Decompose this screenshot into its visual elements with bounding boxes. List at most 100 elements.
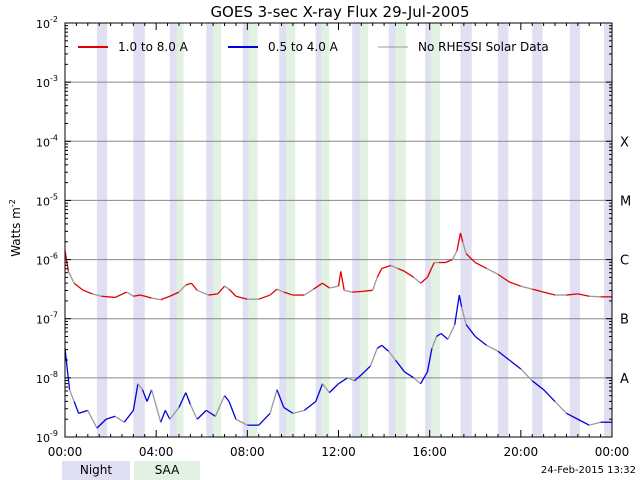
- flare-class-a: A: [620, 372, 629, 387]
- orbit-bands: [96, 23, 612, 437]
- series-segment: [146, 389, 153, 402]
- series-segment: [322, 383, 330, 394]
- series-segment: [447, 324, 456, 340]
- series-segment: [376, 268, 383, 278]
- saa-legend-label: SAA: [154, 463, 180, 477]
- series-segment: [381, 344, 390, 352]
- series-segment: [354, 374, 362, 382]
- series-segment: [185, 282, 192, 286]
- series-segment: [178, 284, 187, 293]
- series-segment: [114, 291, 127, 299]
- series-segment: [465, 253, 476, 263]
- series-segment: [169, 291, 180, 297]
- series-segment: [64, 250, 70, 272]
- series-segment: [235, 295, 248, 300]
- night-band: [206, 23, 217, 437]
- series-segment: [458, 294, 463, 308]
- night-band: [388, 23, 399, 437]
- series-segment: [394, 359, 406, 373]
- y-tick-exponent: -9: [50, 429, 58, 438]
- series-segment: [361, 289, 373, 293]
- series-segment: [283, 406, 294, 414]
- series-segment: [73, 401, 80, 414]
- series-segment: [132, 383, 139, 411]
- series-segment: [454, 294, 460, 325]
- legend-label: 0.5 to 4.0 A: [268, 40, 339, 54]
- x-axis-ticks: 00:00 04:00 08:00 12:00 16:00 20:00 00:00: [48, 23, 630, 459]
- y-tick-exponent: -6: [50, 252, 58, 261]
- series-segment: [462, 241, 467, 254]
- y-axis-label-exponent: -2: [8, 199, 17, 207]
- series-segment: [315, 383, 324, 402]
- series-segment: [589, 421, 601, 426]
- saa-band: [395, 23, 406, 437]
- series-segment: [337, 271, 342, 287]
- series-segment: [413, 276, 421, 284]
- series-segment: [68, 389, 75, 402]
- y-tick-exponent: -3: [50, 74, 58, 83]
- series-segment: [283, 291, 294, 296]
- y-tick-exponent: -7: [50, 311, 58, 320]
- night-band: [498, 23, 509, 437]
- series-segment: [328, 383, 339, 394]
- night-legend-label: Night: [79, 463, 113, 477]
- series-segment: [338, 377, 348, 385]
- saa-band: [248, 23, 258, 437]
- series-segment: [322, 282, 330, 289]
- series-segment: [133, 294, 141, 297]
- series-segment: [178, 392, 187, 408]
- series-segment: [509, 281, 522, 287]
- series-segment: [566, 412, 579, 420]
- series-segment: [451, 250, 458, 260]
- series-segment: [150, 389, 162, 423]
- series-segment: [169, 407, 180, 420]
- flare-class-x: X: [620, 135, 629, 150]
- series-segment: [151, 297, 161, 301]
- flux-series: [64, 232, 612, 429]
- series-segment: [269, 389, 278, 414]
- series-segment: [73, 282, 84, 291]
- series-legend: 1.0 to 8.0 A 0.5 to 4.0 A No RHESSI Solar …: [78, 40, 549, 54]
- series-segment: [160, 295, 171, 301]
- x-tick-label: 00:00: [595, 445, 630, 459]
- series-segment: [196, 289, 209, 296]
- series-segment: [459, 232, 464, 242]
- saa-band: [321, 23, 330, 437]
- y-tick-label: 10-3: [36, 74, 58, 90]
- series-segment: [303, 288, 314, 296]
- series-segment: [497, 273, 510, 283]
- series-segment: [566, 293, 578, 296]
- y-tick-exponent: -2: [50, 15, 58, 24]
- series-segment: [381, 264, 392, 270]
- night-band: [279, 23, 290, 437]
- night-band: [96, 23, 108, 437]
- series-segment: [303, 401, 317, 411]
- generated-timestamp: 24-Feb-2015 13:32: [540, 465, 636, 476]
- series-segment: [388, 350, 396, 361]
- saa-legend: SAA: [134, 461, 200, 480]
- y-tick-label: 10-8: [36, 370, 58, 386]
- series-segment: [347, 377, 355, 382]
- series-segment: [101, 295, 116, 299]
- night-band: [242, 23, 254, 437]
- series-segment: [486, 267, 499, 275]
- series-segment: [352, 290, 362, 293]
- y-tick-label: 10-4: [36, 133, 58, 149]
- plot-frame: [64, 22, 613, 438]
- series-segment: [360, 365, 371, 376]
- decade-gridlines: [65, 81, 612, 379]
- series-segment: [87, 410, 98, 429]
- night-band: [352, 23, 363, 437]
- series-segment: [214, 395, 226, 417]
- series-segment: [82, 289, 93, 295]
- series-segment: [205, 409, 216, 417]
- night-band: [532, 23, 543, 437]
- series-segment: [486, 344, 499, 352]
- night-band: [604, 23, 612, 437]
- y-tick-exponent: -8: [50, 370, 58, 379]
- series-segment: [123, 409, 134, 423]
- series-segment: [404, 270, 415, 278]
- series-segment: [532, 288, 544, 293]
- series-segment: [160, 410, 166, 423]
- night-band: [569, 23, 581, 437]
